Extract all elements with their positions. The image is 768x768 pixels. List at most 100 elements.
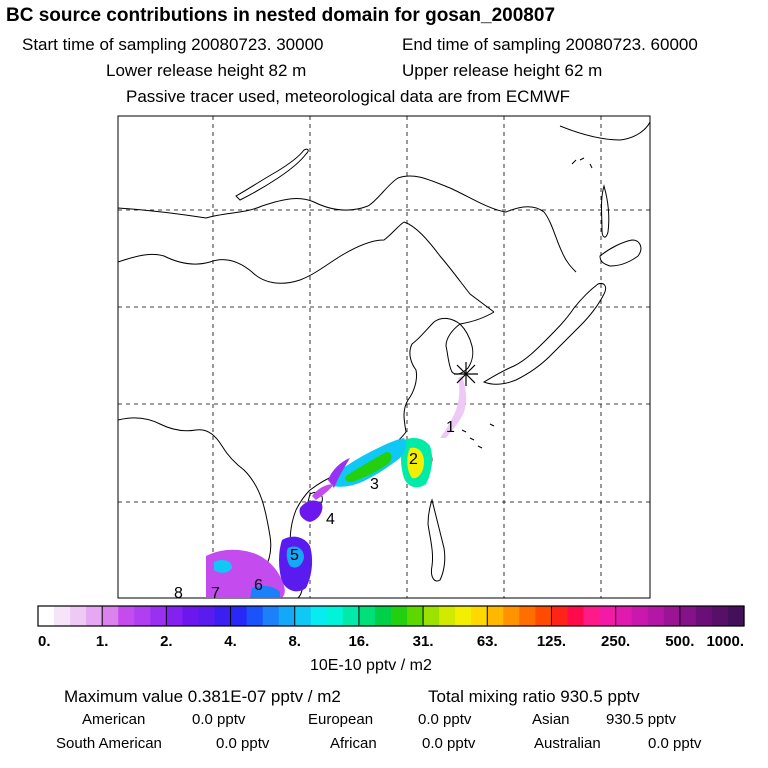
japan-honshu [482, 283, 607, 385]
colorbar-cell [551, 606, 569, 626]
colorbar-cell [727, 606, 745, 626]
end-time-label: End time of sampling 20080723. 60000 [402, 35, 698, 54]
colorbar-cell [310, 606, 328, 626]
colorbar-cell [150, 606, 167, 626]
colorbar-tick-label: 4. [224, 633, 237, 650]
colorbar-cell [166, 606, 184, 626]
plume-region-3-edge [328, 458, 350, 488]
colorbar-cell [38, 606, 55, 626]
colorbar-cell [230, 606, 248, 626]
japan-hokkaido [599, 239, 642, 267]
indochina-west [118, 417, 272, 598]
total-mixing-label: Total mixing ratio 930.5 pptv [428, 687, 640, 706]
plume-region-5-core [286, 546, 304, 568]
colorbar-cell [214, 606, 232, 626]
colorbar-cell [663, 606, 681, 626]
colorbar-cell [455, 606, 472, 626]
colorbar-cell [471, 606, 488, 626]
colorbar-frame [37, 605, 745, 627]
colorbar-cell [519, 606, 537, 626]
okhotsk-islands [571, 157, 593, 169]
asian-label: Asian [532, 711, 570, 728]
colorbar-tick-label: 63. [477, 633, 498, 650]
colorbar-cell [567, 606, 585, 626]
colorbar-cell [326, 606, 344, 626]
luzon [427, 498, 446, 582]
colorbar-tick-marks [101, 606, 681, 626]
source-label-8: 8 [174, 585, 183, 602]
colorbar-tick-labels: 0. 1. 2. 4. 8. 16. 31. 63. 125. 250. 500. 1000. [38, 633, 744, 650]
colorbar-cell [439, 606, 456, 626]
plume-region-2-core [407, 447, 424, 479]
source-label-4: 4 [326, 511, 335, 528]
colorbar-tick-label: 0. [38, 633, 51, 650]
source-label-5: 5 [290, 547, 299, 564]
colorbar-cell [198, 606, 216, 626]
colorbar-cell [391, 606, 408, 626]
colorbar-cell [246, 606, 264, 626]
colorbar-cell [487, 606, 504, 626]
receptor-asterisk-icon [454, 362, 478, 386]
chart-title: BC source contributions in nested domain… [6, 5, 556, 26]
source-label-1: 1 [446, 419, 455, 436]
south-american-value: 0.0 pptv [216, 735, 270, 752]
american-label: American [82, 711, 146, 728]
colorbar-cell [583, 606, 601, 626]
ryukyu-islands [461, 423, 495, 449]
colorbar-cell [711, 606, 729, 626]
colorbar-cell [134, 606, 151, 626]
lower-release-label: Lower release height 82 m [106, 61, 307, 80]
colorbar-cell [278, 606, 296, 626]
european-label: European [308, 711, 374, 728]
european-value: 0.0 pptv [418, 711, 472, 728]
colorbar-cell [407, 606, 424, 626]
colorbar-tick-label: 250. [601, 633, 630, 650]
plume-tail [440, 376, 467, 438]
max-value-label: Maximum value 0.381E-07 pptv / m2 [64, 687, 341, 706]
african-value: 0.0 pptv [422, 735, 476, 752]
source-label-2: 2 [409, 451, 418, 468]
colorbar-tick-label: 16. [348, 633, 369, 650]
tracer-note: Passive tracer used, meteorological data… [126, 87, 571, 106]
colorbar-cells [38, 606, 745, 626]
map-frame [117, 115, 651, 599]
colorbar-cell [631, 606, 649, 626]
colorbar-cell [679, 606, 697, 626]
russia-china-border [118, 175, 577, 273]
colorbar-cell [647, 606, 665, 626]
colorbar-cell [503, 606, 520, 626]
colorbar-tick-label: 1000. [706, 633, 744, 650]
colorbar-cell [423, 606, 440, 626]
american-value: 0.0 pptv [192, 711, 246, 728]
colorbar-tick-label: 31. [413, 633, 434, 650]
colorbar-cell [374, 606, 392, 626]
northeast-china-border [403, 221, 495, 313]
grid-lines [118, 116, 650, 598]
mongolia-border [118, 221, 405, 284]
asian-value: 930.5 pptv [606, 711, 677, 728]
plume-region-6-core [214, 560, 232, 573]
colorbar-tick-label: 125. [537, 633, 566, 650]
colorbar-cell [535, 606, 553, 626]
source-label-6: 6 [254, 577, 263, 594]
colorbar-cell [358, 606, 376, 626]
african-label: African [330, 735, 377, 752]
colorbar-tick-label: 2. [160, 633, 173, 650]
colorbar-cell [294, 606, 312, 626]
colorbar-cell [102, 606, 119, 626]
colorbar-cell [615, 606, 633, 626]
colorbar-cell [86, 606, 103, 626]
colorbar-cell [118, 606, 135, 626]
plume-region-4-link [312, 484, 334, 500]
start-time-label: Start time of sampling 20080723. 30000 [22, 35, 324, 54]
colorbar-tick-label: 500. [665, 633, 694, 650]
source-labels: 1 2 3 4 5 6 7 8 [174, 419, 455, 602]
plume-region-3-core [345, 452, 392, 482]
plume-overlay [206, 376, 467, 598]
australian-label: Australian [534, 735, 601, 752]
upper-release-label: Upper release height 62 m [402, 61, 603, 80]
plume-region-6-south [250, 585, 280, 598]
colorbar-tick-label: 8. [288, 633, 301, 650]
